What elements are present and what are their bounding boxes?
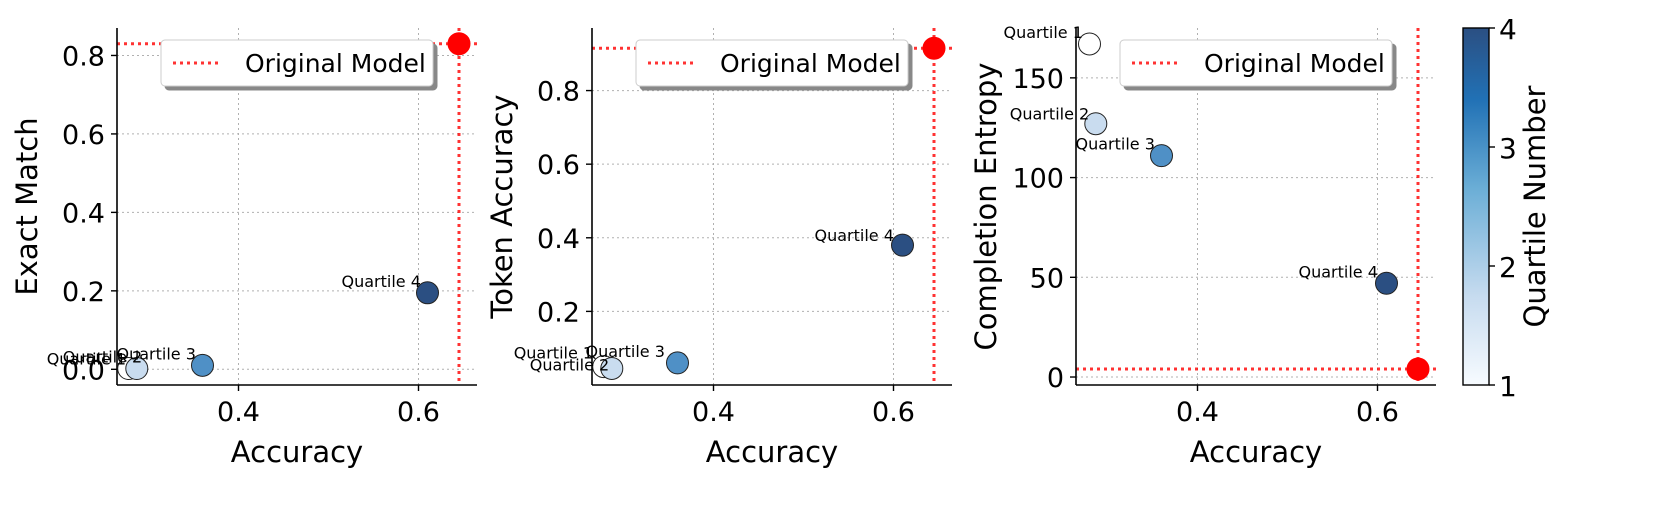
y-axis-label: Completion Entropy bbox=[969, 63, 1003, 351]
legend-box bbox=[160, 39, 434, 87]
scatter-point-quartile-3 bbox=[1150, 144, 1173, 168]
x-axis-label: Accuracy bbox=[231, 435, 363, 469]
x-tick-label: 0.6 bbox=[397, 397, 440, 428]
scatter-point-quartile-2 bbox=[600, 356, 624, 380]
point-label: Quartile 4 bbox=[815, 226, 894, 245]
x-axis-label: Accuracy bbox=[706, 435, 838, 469]
original-model-point bbox=[1406, 357, 1430, 381]
panel-2: 0.4 0.6 0.2 0.4 0.6 0.8 Accuracy Token Accuracy… bbox=[485, 28, 952, 469]
legend-box bbox=[635, 39, 909, 87]
y-tick-label: 0 bbox=[1047, 363, 1064, 394]
legend-label: Original Model bbox=[245, 49, 426, 78]
point-label: Quartile 4 bbox=[1299, 262, 1378, 281]
y-tick-label: 0.4 bbox=[537, 224, 580, 255]
y-tick-label: 150 bbox=[1012, 64, 1064, 95]
y-axis-label: Exact Match bbox=[10, 117, 44, 295]
original-model-point bbox=[447, 32, 471, 56]
point-label: Quartile 3 bbox=[586, 342, 665, 361]
point-label: Quartile 4 bbox=[342, 272, 421, 291]
x-tick-label: 0.6 bbox=[1356, 397, 1399, 428]
scatter-point-quartile-4 bbox=[891, 233, 914, 257]
x-tick-label: 0.4 bbox=[1176, 397, 1219, 428]
point-label: Quartile 3 bbox=[117, 344, 196, 363]
point-label: Quartile 2 bbox=[1010, 105, 1089, 124]
y-axis-label: Token Accuracy bbox=[485, 94, 519, 319]
y-tick-label: 50 bbox=[1030, 263, 1064, 294]
y-tick-label: 0.8 bbox=[62, 41, 105, 72]
y-tick-label: 0.6 bbox=[537, 150, 580, 181]
point-label: Quartile 1 bbox=[1004, 23, 1083, 42]
y-tick-label: 0.2 bbox=[537, 297, 580, 328]
x-tick-label: 0.4 bbox=[217, 397, 260, 428]
colorbar-tick-label: 4 bbox=[1499, 13, 1517, 46]
legend-label: Original Model bbox=[1204, 49, 1385, 78]
colorbar-tick-label: 2 bbox=[1499, 251, 1517, 284]
original-model-point bbox=[922, 36, 946, 60]
y-tick-label: 0.0 bbox=[62, 355, 105, 386]
x-tick-label: 0.6 bbox=[872, 397, 915, 428]
panel-3: 0.4 0.6 0 50 100 150 Accuracy Completion Entrop… bbox=[969, 23, 1436, 469]
colorbar-gradient bbox=[1462, 27, 1490, 386]
x-axis-label: Accuracy bbox=[1190, 435, 1322, 469]
y-tick-label: 0.8 bbox=[537, 77, 580, 108]
x-tick-label: 0.4 bbox=[692, 397, 735, 428]
colorbar-tick-label: 3 bbox=[1499, 132, 1517, 165]
colorbar-tick-label: 1 bbox=[1499, 370, 1517, 403]
legend-label: Original Model bbox=[720, 49, 901, 78]
y-tick-label: 0.2 bbox=[62, 277, 105, 308]
point-label: Quartile 1 bbox=[514, 344, 593, 363]
scatter-point-quartile-3 bbox=[666, 351, 689, 375]
scatter-point-quartile-2 bbox=[125, 357, 149, 381]
y-tick-label: 0.6 bbox=[62, 120, 105, 151]
point-label: Quartile 2 bbox=[63, 348, 142, 367]
scatter-point-quartile-4 bbox=[1375, 271, 1398, 295]
point-label: Quartile 2 bbox=[530, 355, 609, 374]
point-label: Quartile 3 bbox=[1076, 135, 1155, 154]
legend-box bbox=[1119, 39, 1393, 87]
y-tick-label: 100 bbox=[1012, 164, 1064, 195]
y-tick-label: 0.4 bbox=[62, 198, 105, 229]
colorbar: 1 2 3 4 Quartile Number bbox=[1462, 13, 1552, 403]
scatter-point-quartile-4 bbox=[416, 281, 439, 305]
point-label: Quartile 1 bbox=[47, 350, 126, 369]
colorbar-label: Quartile Number bbox=[1518, 85, 1552, 327]
scatter-point-quartile-3 bbox=[191, 353, 214, 377]
scatter-point-quartile-2 bbox=[1084, 112, 1108, 136]
scatter-point-quartile-1 bbox=[1078, 32, 1101, 56]
panel-1: 0.4 0.6 0.0 0.2 0.4 0.6 0.8 Accuracy Exact Match… bbox=[10, 28, 477, 469]
